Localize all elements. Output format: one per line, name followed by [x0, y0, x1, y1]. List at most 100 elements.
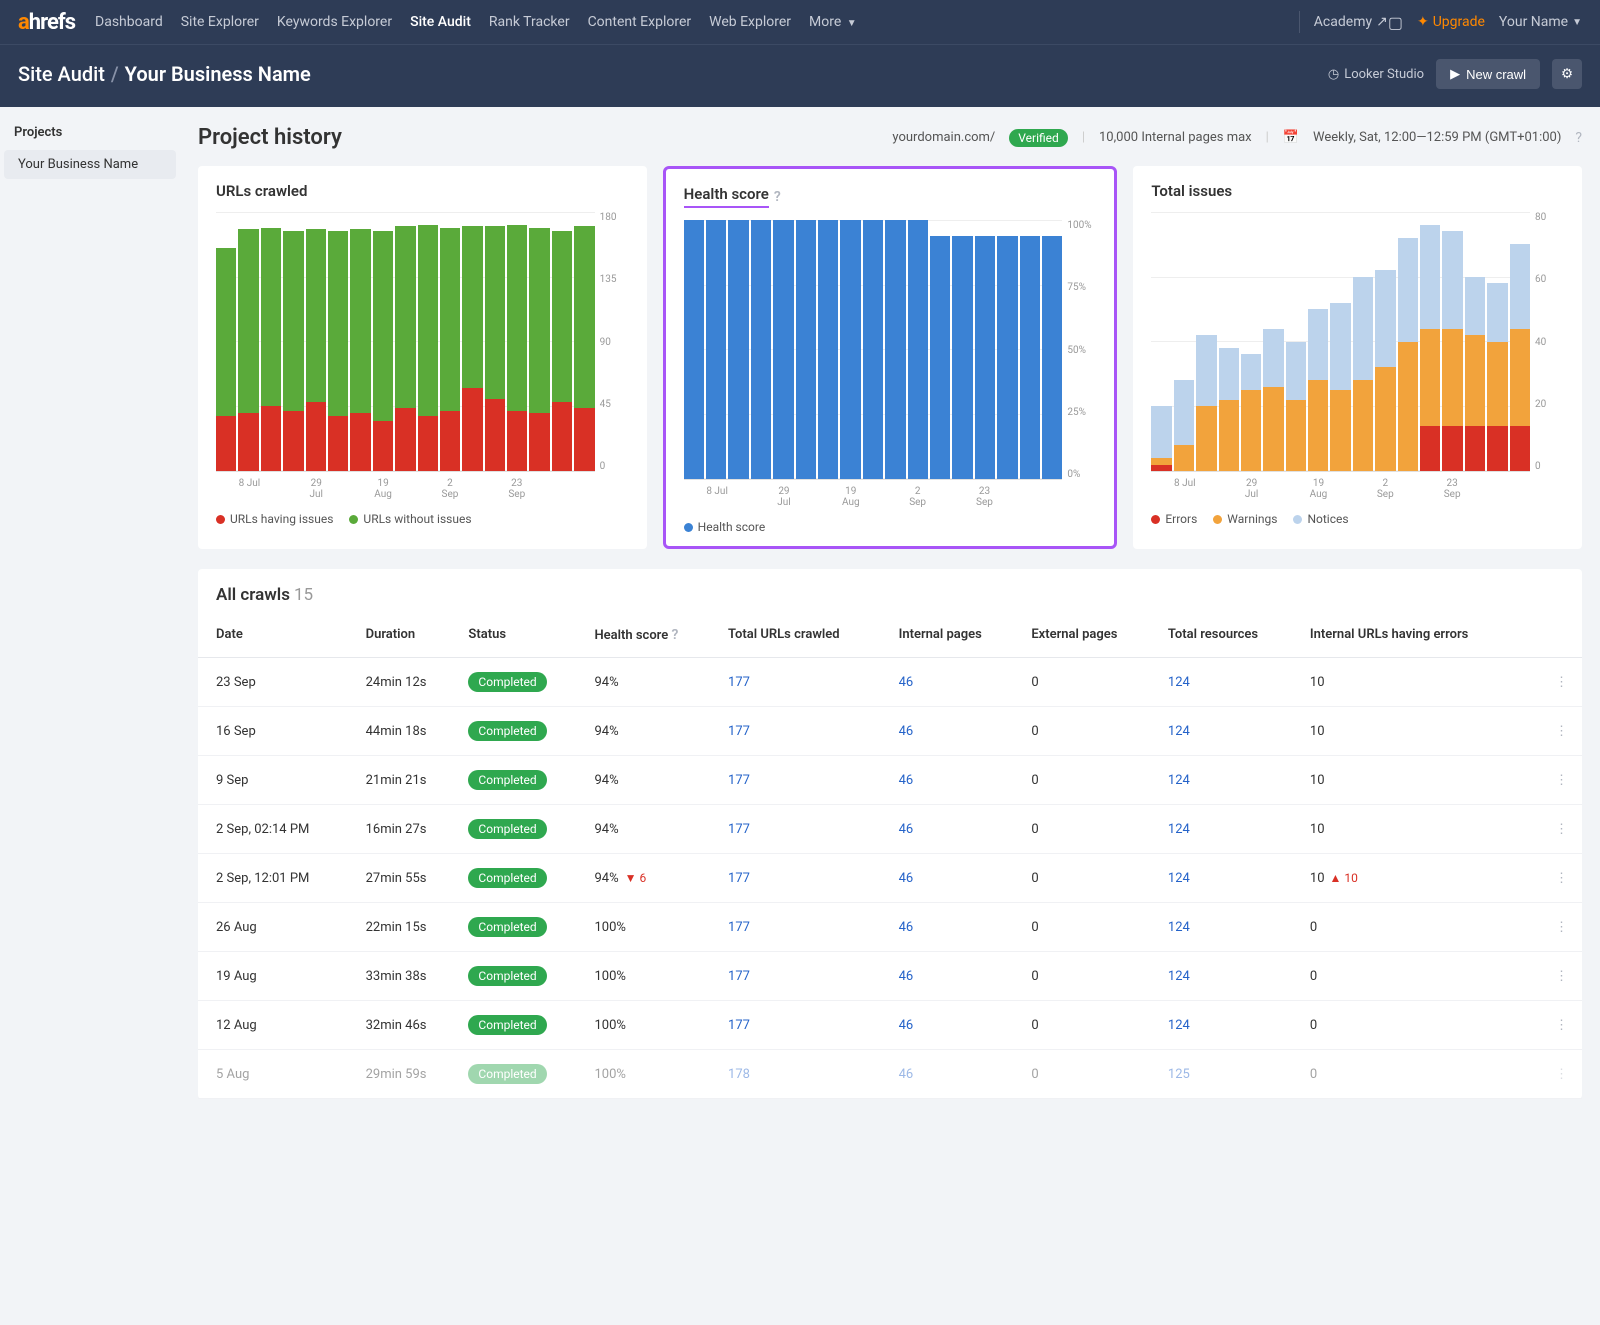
nav-more[interactable]: More ▼: [809, 14, 857, 30]
meta-sep: |: [1266, 130, 1269, 145]
nav-rank-tracker[interactable]: Rank Tracker: [489, 14, 570, 30]
legend-label: URLs having issues: [230, 512, 333, 526]
legend-label: Health score: [698, 520, 766, 534]
play-icon: ▶: [1450, 66, 1460, 82]
row-menu-icon[interactable]: ⋮: [1555, 773, 1568, 788]
chart-issues: 806040200: [1151, 212, 1564, 472]
table-row[interactable]: 5 Aug29min 59sCompleted100%1784601250⋮: [198, 1050, 1582, 1099]
academy-label: Academy: [1314, 14, 1372, 30]
breadcrumb-sep: /: [111, 62, 119, 86]
nav-keywords-explorer[interactable]: Keywords Explorer: [277, 14, 392, 30]
sidebar: Projects Your Business Name: [0, 107, 180, 1117]
row-menu-icon[interactable]: ⋮: [1555, 724, 1568, 739]
col-header[interactable]: Date: [198, 617, 358, 658]
logo-a: a: [18, 10, 29, 35]
sidebar-item-project[interactable]: Your Business Name: [4, 150, 176, 179]
table-row[interactable]: 2 Sep, 02:14 PM16min 27sCompleted94%1774…: [198, 805, 1582, 854]
card-title: Total issues: [1151, 182, 1564, 200]
top-nav: ahrefs Dashboard Site Explorer Keywords Ex…: [0, 0, 1600, 44]
row-menu-icon[interactable]: ⋮: [1555, 969, 1568, 984]
new-crawl-label: New crawl: [1466, 67, 1526, 82]
sidebar-title: Projects: [0, 125, 180, 150]
sparkle-icon: ✦: [1417, 14, 1429, 30]
row-menu-icon[interactable]: ⋮: [1555, 871, 1568, 886]
table-row[interactable]: 23 Sep24min 12sCompleted94%17746012410⋮: [198, 658, 1582, 707]
col-header[interactable]: Total resources: [1160, 617, 1302, 658]
sub-header: Site Audit/Your Business Name ◷Looker St…: [0, 44, 1600, 107]
breadcrumb-current: Your Business Name: [125, 62, 311, 86]
crawls-table-card: All crawls15 DateDurationStatusHealth sc…: [198, 569, 1582, 1099]
help-icon[interactable]: ?: [1575, 130, 1582, 146]
table-count: 15: [294, 585, 313, 605]
breadcrumb-section[interactable]: Site Audit: [18, 62, 105, 86]
new-crawl-button[interactable]: ▶ New crawl: [1436, 59, 1540, 89]
main: Projects Your Business Name Project hist…: [0, 107, 1600, 1117]
page-title: Project history: [198, 125, 342, 150]
legend-health: Health score: [684, 520, 1097, 534]
table-row[interactable]: 2 Sep, 12:01 PM27min 55sCompleted94%▼ 61…: [198, 854, 1582, 903]
chart-health: 100%75%50%25%0%: [684, 220, 1097, 480]
chart-cards: URLs crawled 18013590450 8 Jul29 Jul19 A…: [198, 166, 1582, 549]
table-row[interactable]: 19 Aug33min 38sCompleted100%1774601240⋮: [198, 952, 1582, 1001]
nav-right: ▢ ✦Upgrade Your Name▼: [1388, 13, 1582, 32]
row-menu-icon[interactable]: ⋮: [1555, 675, 1568, 690]
chart-urls: 18013590450: [216, 212, 629, 472]
row-menu-icon[interactable]: ⋮: [1555, 920, 1568, 935]
col-header[interactable]: Internal URLs having errors: [1302, 617, 1535, 658]
crawls-table: DateDurationStatusHealth score ?Total UR…: [198, 617, 1582, 1099]
col-header[interactable]: Duration: [358, 617, 461, 658]
logo[interactable]: ahrefs: [18, 10, 75, 35]
row-menu-icon[interactable]: ⋮: [1555, 1018, 1568, 1033]
upgrade-label: Upgrade: [1433, 14, 1485, 30]
page-meta: yourdomain.com/ Verified | 10,000 Intern…: [892, 129, 1582, 147]
logo-rest: hrefs: [29, 10, 75, 35]
meta-schedule: Weekly, Sat, 12:00—12:59 PM (GMT+01:00): [1313, 130, 1561, 145]
col-header[interactable]: Status: [460, 617, 586, 658]
card-total-issues: Total issues 806040200 8 Jul29 Jul19 Aug…: [1133, 166, 1582, 549]
nav-dashboard[interactable]: Dashboard: [95, 14, 163, 30]
legend-label: Errors: [1165, 512, 1197, 526]
user-menu[interactable]: Your Name▼: [1499, 14, 1582, 30]
col-header[interactable]: [1535, 617, 1582, 658]
card-urls-crawled: URLs crawled 18013590450 8 Jul29 Jul19 A…: [198, 166, 647, 549]
looker-studio-link[interactable]: ◷Looker Studio: [1328, 67, 1424, 82]
meta-sep: |: [1082, 130, 1085, 145]
table-row[interactable]: 16 Sep44min 18sCompleted94%17746012410⋮: [198, 707, 1582, 756]
user-name: Your Name: [1499, 14, 1568, 30]
verified-badge: Verified: [1009, 129, 1068, 147]
calendar-icon: 📅: [1283, 130, 1299, 145]
col-header[interactable]: Health score ?: [586, 617, 720, 658]
breadcrumb: Site Audit/Your Business Name: [18, 62, 311, 86]
legend-urls: URLs having issues URLs without issues: [216, 512, 629, 526]
card-title: URLs crawled: [216, 182, 629, 200]
upgrade-link[interactable]: ✦Upgrade: [1417, 14, 1485, 30]
col-header[interactable]: Total URLs crawled: [720, 617, 891, 658]
card-title: Health score?: [684, 185, 1097, 208]
table-title: All crawls15: [198, 585, 1582, 617]
table-row[interactable]: 12 Aug32min 46sCompleted100%1774601240⋮: [198, 1001, 1582, 1050]
col-header[interactable]: External pages: [1023, 617, 1160, 658]
meta-pages-max: 10,000 Internal pages max: [1099, 130, 1252, 145]
nav-separator: [1299, 11, 1300, 33]
row-menu-icon[interactable]: ⋮: [1555, 1067, 1568, 1082]
row-menu-icon[interactable]: ⋮: [1555, 822, 1568, 837]
help-icon[interactable]: ?: [774, 189, 781, 205]
academy-link[interactable]: Academy↗: [1314, 14, 1388, 30]
settings-button[interactable]: ⚙: [1552, 59, 1582, 89]
nav-content-explorer[interactable]: Content Explorer: [588, 14, 692, 30]
legend-issues: Errors Warnings Notices: [1151, 512, 1564, 526]
external-icon: ↗: [1376, 14, 1388, 30]
device-icon[interactable]: ▢: [1388, 13, 1403, 32]
title-row: Project history yourdomain.com/ Verified…: [198, 125, 1582, 150]
meta-domain: yourdomain.com/: [892, 130, 995, 145]
nav-site-audit[interactable]: Site Audit: [410, 14, 471, 30]
table-row[interactable]: 26 Aug22min 15sCompleted100%1774601240⋮: [198, 903, 1582, 952]
primary-nav: Dashboard Site Explorer Keywords Explorer S…: [95, 14, 1285, 30]
nav-web-explorer[interactable]: Web Explorer: [709, 14, 791, 30]
subhead-actions: ◷Looker Studio ▶ New crawl ⚙: [1328, 59, 1582, 89]
legend-label: URLs without issues: [363, 512, 471, 526]
legend-label: Notices: [1307, 512, 1348, 526]
col-header[interactable]: Internal pages: [891, 617, 1024, 658]
nav-site-explorer[interactable]: Site Explorer: [181, 14, 259, 30]
table-row[interactable]: 9 Sep21min 21sCompleted94%17746012410⋮: [198, 756, 1582, 805]
